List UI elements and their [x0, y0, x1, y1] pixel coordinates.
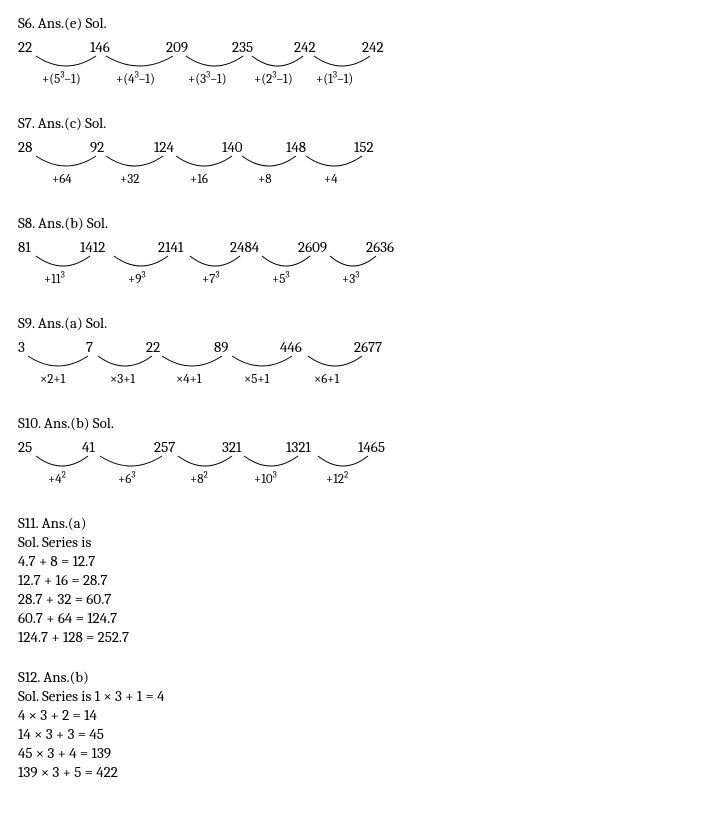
solution-s9: S9. Ans.(a) Sol. 3722894462677×2+1×3+1×4… [18, 314, 702, 392]
s10-series: 254125732113211465+42+63+82+103+122 [18, 438, 702, 492]
series-operation: +64 [52, 172, 72, 187]
series-operation: +82 [190, 472, 208, 487]
series-operation: +(43–1) [116, 72, 155, 87]
s12-line: Sol. Series is 1 × 3 + 1 = 4 [18, 687, 702, 705]
s11-line: 124.7 + 128 = 252.7 [18, 628, 702, 646]
series-operation: +93 [128, 272, 146, 287]
s8-series: 8114122141248426092636+113+93+73+53+33 [18, 238, 702, 292]
series-operation: +16 [190, 172, 208, 187]
series-operation: +42 [48, 472, 66, 487]
solution-s12: S12. Ans.(b) Sol. Series is 1 × 3 + 1 = … [18, 668, 702, 781]
s7-header: S7. Ans.(c) Sol. [18, 114, 702, 132]
series-operation: +32 [120, 172, 139, 187]
s12-line: 14 × 3 + 3 = 45 [18, 725, 702, 743]
solution-s10: S10. Ans.(b) Sol. 254125732113211465+42+… [18, 414, 702, 492]
series-arcs [18, 454, 702, 474]
s9-series: 3722894462677×2+1×3+1×4+1×5+1×6+1 [18, 338, 702, 392]
series-operation: ×3+1 [110, 372, 135, 387]
series-operation: +(23–1) [254, 72, 293, 87]
series-operation: +(33–1) [188, 72, 227, 87]
s6-header: S6. Ans.(e) Sol. [18, 14, 702, 32]
series-operation: +53 [272, 272, 290, 287]
s12-line: 4 × 3 + 2 = 14 [18, 706, 702, 724]
series-operation: +73 [202, 272, 220, 287]
s11-line: 12.7 + 16 = 28.7 [18, 571, 702, 589]
series-operation: +63 [118, 472, 136, 487]
s10-header: S10. Ans.(b) Sol. [18, 414, 702, 432]
series-arcs [18, 54, 702, 74]
solution-s7: S7. Ans.(c) Sol. 2892124140148152+64+32+… [18, 114, 702, 192]
s11-line: 60.7 + 64 = 124.7 [18, 609, 702, 627]
s8-header: S8. Ans.(b) Sol. [18, 214, 702, 232]
s11-line: Sol. Series is [18, 533, 702, 551]
series-operation: ×4+1 [176, 372, 202, 387]
series-operation: +113 [44, 272, 65, 287]
s11-line: 4.7 + 8 = 12.7 [18, 552, 702, 570]
series-operation: +(53–1) [42, 72, 81, 87]
series-operation: ×2+1 [40, 372, 65, 387]
s12-line: 139 × 3 + 5 = 422 [18, 763, 702, 781]
series-operation: +(13–1) [316, 72, 353, 87]
s7-series: 2892124140148152+64+32+16+8+4 [18, 138, 702, 192]
s9-header: S9. Ans.(a) Sol. [18, 314, 702, 332]
solution-s6: S6. Ans.(e) Sol. 22146209235242242+(53–1… [18, 14, 702, 92]
series-arcs [18, 154, 702, 174]
s11-header: S11. Ans.(a) [18, 514, 702, 532]
series-operation: +33 [342, 272, 359, 287]
s11-line: 28.7 + 32 = 60.7 [18, 590, 702, 608]
series-operation: +4 [324, 172, 338, 187]
series-operation: ×5+1 [244, 372, 269, 387]
s12-line: 45 × 3 + 4 = 139 [18, 744, 702, 762]
series-operation: +122 [326, 472, 348, 487]
series-operation: +103 [254, 472, 277, 487]
s12-header: S12. Ans.(b) [18, 668, 702, 686]
series-operation: ×6+1 [314, 372, 339, 387]
series-operation: +8 [258, 172, 272, 187]
s6-series: 22146209235242242+(53–1)+(43–1)+(33–1)+(… [18, 38, 702, 92]
series-arcs [18, 354, 702, 374]
solution-s8: S8. Ans.(b) Sol. 8114122141248426092636+… [18, 214, 702, 292]
series-arcs [18, 254, 702, 274]
solution-s11: S11. Ans.(a) Sol. Series is 4.7 + 8 = 12… [18, 514, 702, 646]
